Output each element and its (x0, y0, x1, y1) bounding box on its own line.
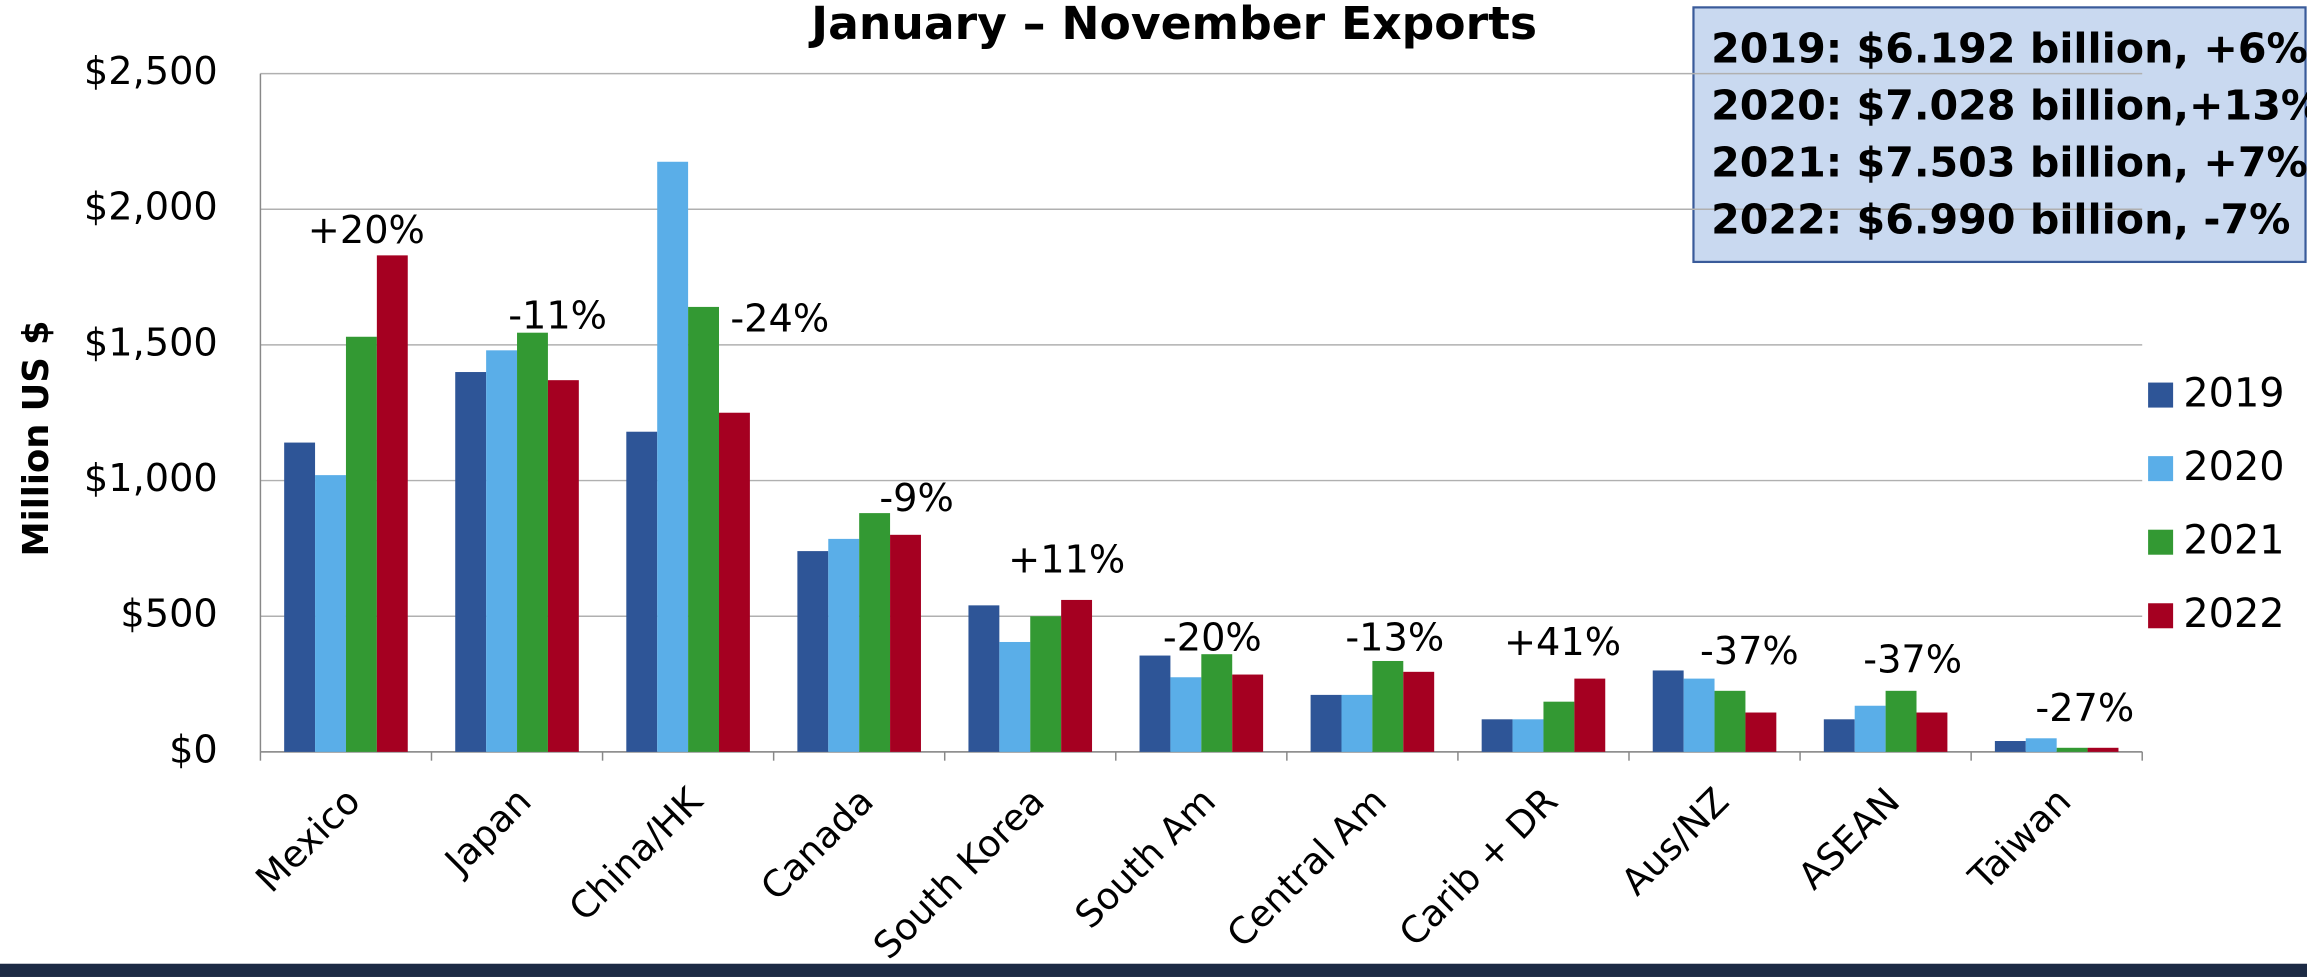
y-tick-label: $2,500 (84, 49, 218, 94)
y-tick-label: $1,000 (84, 456, 218, 501)
bar (1310, 694, 1342, 752)
x-tick-label: Central Am (1219, 779, 1395, 955)
info-box (1692, 6, 2307, 264)
info-line: 2021: $7.503 billion, +7% (1711, 138, 2307, 186)
bar (376, 255, 408, 752)
x-tick-label: Carib + DR (1391, 779, 1566, 954)
bar (688, 306, 719, 752)
annotation: +20% (308, 208, 425, 253)
bar (1139, 655, 1171, 752)
bar (315, 475, 346, 752)
bar (2087, 747, 2119, 752)
bar (1061, 599, 1093, 752)
bar (718, 412, 750, 752)
bar (1823, 719, 1855, 752)
legend-swatch (2148, 529, 2174, 555)
bar (1885, 690, 1917, 752)
legend-label: 2022 (2183, 591, 2284, 637)
x-tick-label: Japan (435, 779, 539, 883)
bar (968, 605, 1000, 752)
annotation: -9% (879, 476, 953, 521)
x-tick-label: Aus/NZ (1613, 779, 1737, 903)
y-tick-label: $1,500 (84, 320, 218, 365)
bar (1232, 674, 1264, 752)
bar (1543, 701, 1575, 752)
x-tick-label: South Am (1067, 779, 1224, 936)
info-line: 2022: $6.990 billion, -7% (1711, 195, 2290, 243)
annotation: -13% (1345, 616, 1444, 661)
bar (486, 350, 518, 752)
bar (626, 431, 658, 752)
y-tick-label: $500 (120, 592, 217, 637)
y-tick-label: $0 (169, 727, 218, 772)
bar (1994, 741, 2026, 752)
legend-label: 2021 (2183, 517, 2284, 563)
bar (1372, 660, 1404, 752)
bar (797, 551, 829, 752)
bar (1916, 712, 1948, 752)
bar (1170, 677, 1202, 752)
bar (1683, 678, 1715, 752)
footer-band (0, 963, 2307, 977)
chart-title: January – November Exports (808, 0, 1537, 50)
bar (1714, 690, 1746, 752)
annotation: +41% (1504, 620, 1621, 665)
info-line: 2019: $6.192 billion, +6% (1711, 25, 2307, 73)
bar (999, 641, 1031, 752)
bar (828, 538, 860, 752)
bar (517, 332, 548, 752)
bar (1745, 712, 1777, 752)
legend-swatch (2148, 382, 2174, 408)
legend-swatch (2148, 603, 2174, 629)
y-tick-label: $2,000 (84, 185, 218, 230)
x-tick-label: Canada (752, 779, 881, 908)
bar (1481, 719, 1513, 752)
x-tick-label: South Korea (865, 779, 1053, 967)
bar (890, 534, 921, 752)
bar (2025, 738, 2057, 752)
bar (1512, 719, 1544, 752)
bar (1854, 705, 1886, 752)
bar (345, 336, 377, 752)
x-tick-label: China/HK (561, 779, 712, 930)
bar (1652, 670, 1684, 752)
legend-label: 2019 (2183, 370, 2284, 416)
x-tick-label: ASEAN (1790, 779, 1908, 897)
bar (1030, 616, 1062, 752)
bar (1341, 694, 1373, 752)
x-tick-label: Mexico (247, 779, 368, 900)
bar (2056, 747, 2088, 752)
bar (1201, 654, 1233, 752)
annotation: -37% (1863, 638, 1962, 683)
bar (1403, 671, 1435, 752)
info-line: 2020: $7.028 billion,+13% (1711, 81, 2307, 129)
bar (1574, 678, 1606, 752)
annotation: -37% (1700, 629, 1799, 674)
legend-swatch (2148, 456, 2174, 482)
legend-label: 2020 (2183, 444, 2284, 490)
annotation: -27% (2035, 686, 2134, 731)
annotation: -24% (730, 296, 829, 341)
annotation: -20% (1163, 616, 1262, 661)
annotation: -11% (508, 293, 607, 338)
y-axis-title: Million US $ (16, 320, 57, 556)
x-tick-label: Taiwan (1960, 779, 2080, 899)
bar (657, 161, 689, 752)
annotation: +11% (1008, 538, 1125, 583)
bar (284, 442, 316, 752)
bar (547, 380, 579, 752)
bar (859, 513, 891, 752)
bar (455, 372, 487, 752)
